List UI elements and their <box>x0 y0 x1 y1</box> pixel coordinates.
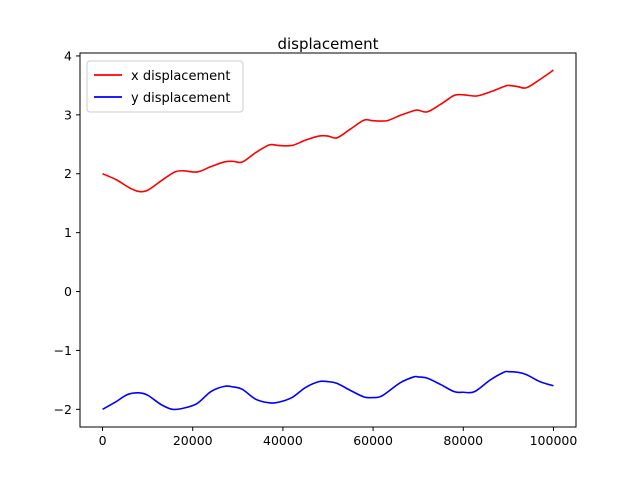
legend-x-displacement-label: x displacement <box>131 69 230 84</box>
x-tick-label: 0 <box>99 433 107 448</box>
y-tick-label: 2 <box>64 166 72 181</box>
x-tick-label: 20000 <box>173 433 213 448</box>
x-tick-label: 40000 <box>263 433 303 448</box>
y-tick-label: 1 <box>64 225 72 240</box>
y-tick-label: −1 <box>54 343 72 358</box>
y-tick-label: 0 <box>64 284 72 299</box>
y-tick-label: 4 <box>64 48 72 63</box>
x-tick-label: 100000 <box>530 433 578 448</box>
x-axis-ticks: 0 20000 40000 60000 80000 100000 <box>99 427 578 448</box>
series-line-y-displacement <box>102 370 554 411</box>
plot-lines <box>102 69 554 411</box>
legend-y-displacement-label: y displacement <box>131 91 230 106</box>
y-axis-ticks: −2 −1 0 1 2 3 4 <box>54 48 80 417</box>
y-tick-label: 3 <box>64 107 72 122</box>
plot-frame <box>79 52 577 428</box>
legend-box <box>86 60 244 113</box>
legend: x displacement y displacement <box>86 60 244 113</box>
x-tick-label: 60000 <box>353 433 393 448</box>
series-line-x-displacement <box>102 69 554 193</box>
chart-title: displacement <box>277 35 378 53</box>
x-tick-label: 80000 <box>443 433 483 448</box>
y-tick-label: −2 <box>54 402 72 417</box>
